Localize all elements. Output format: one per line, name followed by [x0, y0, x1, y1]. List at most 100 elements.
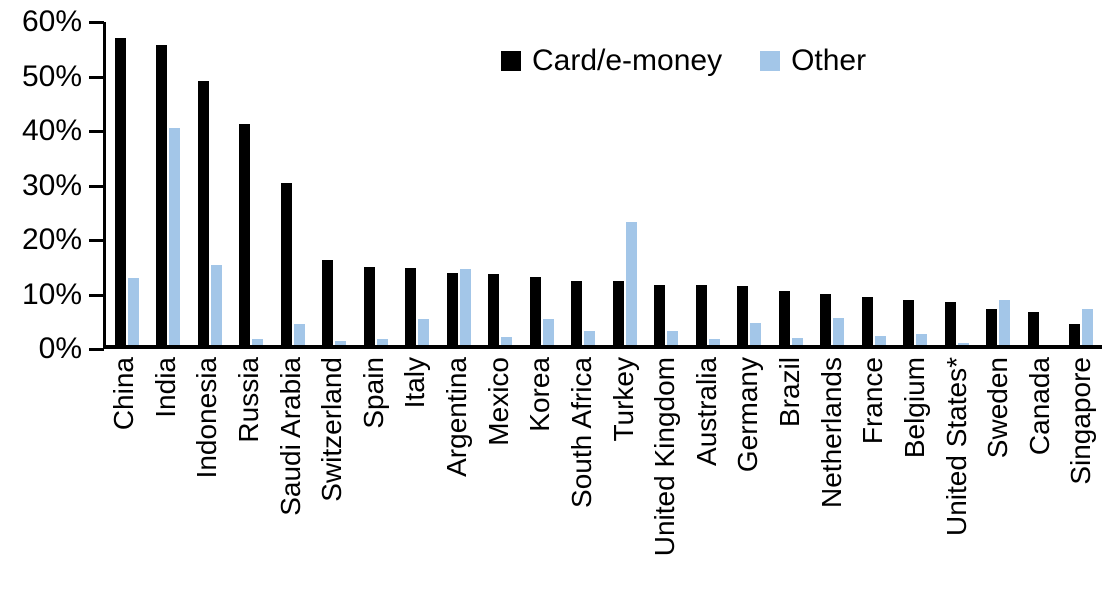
- bar-series-container: [106, 22, 1102, 345]
- x-label-cell-korea: Korea: [519, 357, 561, 594]
- x-axis-label-sweden: Sweden: [982, 357, 1014, 459]
- x-axis-label-united-states: United States*: [940, 357, 972, 536]
- bar-card-emoney-united-kingdom: [654, 284, 666, 345]
- y-tick-mark-20: [89, 239, 104, 242]
- bar-other-germany: [750, 322, 762, 345]
- bar-other-switzerland: [335, 340, 347, 345]
- bar-card-emoney-india: [156, 44, 168, 345]
- y-tick-label-60: 60%: [21, 5, 82, 38]
- bar-other-indonesia: [210, 265, 222, 345]
- x-label-cell-france: France: [852, 357, 894, 594]
- bar-group-australia: [687, 22, 729, 345]
- x-axis-label-united-kingdom: United Kingdom: [649, 357, 681, 557]
- x-label-cell-switzerland: Switzerland: [311, 357, 353, 594]
- x-axis-label-turkey: Turkey: [607, 357, 639, 442]
- bar-other-france: [874, 335, 886, 345]
- bar-group-france: [853, 22, 895, 345]
- x-axis-label-korea: Korea: [524, 357, 556, 432]
- x-axis-label-germany: Germany: [732, 357, 764, 473]
- bar-other-united-kingdom: [667, 331, 679, 345]
- bar-card-emoney-netherlands: [820, 293, 832, 345]
- y-tick-label-30: 30%: [21, 168, 82, 202]
- x-label-cell-south-africa: South Africa: [561, 357, 603, 594]
- bar-group-russia: [231, 22, 273, 345]
- x-label-cell-sweden: Sweden: [977, 357, 1019, 594]
- x-axis-label-switzerland: Switzerland: [316, 357, 348, 502]
- x-axis-label-indonesia: Indonesia: [191, 357, 223, 479]
- bar-other-south-africa: [584, 330, 596, 345]
- bar-other-australia: [708, 339, 720, 345]
- bar-group-south-africa: [563, 22, 605, 345]
- y-tick-mark-60: [89, 21, 104, 24]
- bar-other-netherlands: [833, 317, 845, 345]
- bar-card-emoney-saudi-arabia: [280, 182, 292, 345]
- bar-group-italy: [397, 22, 439, 345]
- x-label-cell-china: China: [103, 357, 145, 594]
- bar-group-argentina: [438, 22, 480, 345]
- bar-card-emoney-spain: [363, 267, 375, 345]
- x-label-cell-india: India: [145, 357, 187, 594]
- bar-group-indonesia: [189, 22, 231, 345]
- bar-other-china: [127, 278, 139, 345]
- y-tick-label-0: 0%: [38, 332, 82, 365]
- bar-group-netherlands: [812, 22, 854, 345]
- bar-other-turkey: [625, 221, 637, 345]
- bar-group-turkey: [604, 22, 646, 345]
- x-axis-label-spain: Spain: [357, 357, 389, 429]
- bar-card-emoney-sweden: [986, 309, 998, 345]
- bar-group-china: [106, 22, 148, 345]
- x-axis-label-australia: Australia: [690, 357, 722, 466]
- x-label-cell-saudi-arabia: Saudi Arabia: [270, 357, 312, 594]
- x-label-cell-netherlands: Netherlands: [811, 357, 853, 594]
- bar-card-emoney-united-states: [944, 301, 956, 345]
- legend: Card/e-money Other: [501, 44, 867, 78]
- y-tick-mark-40: [89, 130, 104, 133]
- x-label-cell-russia: Russia: [228, 357, 270, 594]
- y-tick-mark-0: [89, 348, 104, 351]
- x-label-cell-united-states: United States*: [936, 357, 978, 594]
- bar-card-emoney-singapore: [1069, 323, 1081, 345]
- bar-card-emoney-germany: [737, 286, 749, 345]
- y-tick-mark-10: [89, 293, 104, 297]
- bar-card-emoney-mexico: [488, 274, 500, 345]
- x-axis-label-france: France: [857, 357, 889, 445]
- bar-card-emoney-switzerland: [322, 260, 334, 345]
- bar-group-united-states: [936, 22, 978, 345]
- bar-other-brazil: [791, 337, 803, 345]
- bar-card-emoney-china: [114, 37, 126, 345]
- legend-label-card-emoney: Card/e-money: [532, 44, 723, 77]
- y-tick-mark-50: [89, 75, 104, 79]
- x-label-cell-indonesia: Indonesia: [186, 357, 228, 594]
- x-label-cell-germany: Germany: [727, 357, 769, 594]
- bar-card-emoney-indonesia: [197, 81, 209, 345]
- bar-card-emoney-france: [861, 297, 873, 345]
- bar-group-germany: [729, 22, 771, 345]
- x-axis-label-russia: Russia: [232, 357, 264, 443]
- x-label-cell-singapore: Singapore: [1060, 357, 1102, 594]
- bar-group-canada: [1019, 22, 1061, 345]
- legend-item-other: Other: [760, 44, 866, 78]
- x-label-cell-argentina: Argentina: [436, 357, 478, 594]
- bar-group-belgium: [895, 22, 937, 345]
- x-axis-label-italy: Italy: [399, 357, 431, 409]
- x-axis-label-india: India: [149, 357, 181, 418]
- x-axis-label-canada: Canada: [1023, 357, 1055, 456]
- x-label-cell-brazil: Brazil: [769, 357, 811, 594]
- bar-group-singapore: [1061, 22, 1103, 345]
- bar-card-emoney-italy: [405, 268, 417, 345]
- bar-other-sweden: [999, 300, 1011, 345]
- card-emoney-swatch: [501, 51, 521, 71]
- bar-other-russia: [252, 339, 264, 345]
- x-label-cell-canada: Canada: [1019, 357, 1061, 594]
- bar-card-emoney-russia: [239, 124, 251, 345]
- x-axis-label-belgium: Belgium: [898, 357, 930, 459]
- y-tick-label-40: 40%: [21, 114, 82, 147]
- bar-other-united-states: [957, 343, 969, 345]
- x-axis-label-saudi-arabia: Saudi Arabia: [274, 357, 306, 516]
- bar-group-mexico: [480, 22, 522, 345]
- x-label-cell-mexico: Mexico: [478, 357, 520, 594]
- bar-card-emoney-south-africa: [571, 280, 583, 345]
- x-label-cell-spain: Spain: [353, 357, 395, 594]
- bar-group-switzerland: [314, 22, 356, 345]
